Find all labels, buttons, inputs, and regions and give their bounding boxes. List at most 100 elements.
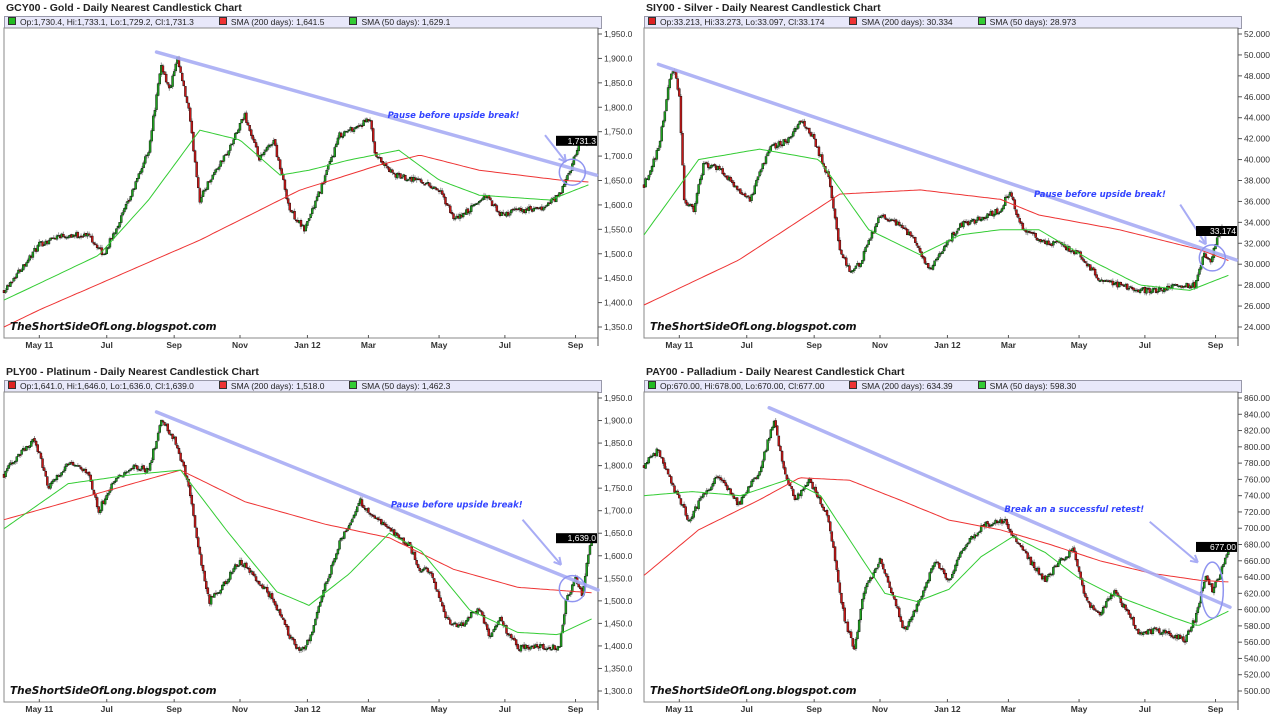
- candle: [1206, 256, 1209, 259]
- annotation-arrow: [1179, 204, 1207, 245]
- candle: [115, 477, 118, 482]
- candle: [652, 158, 655, 168]
- candle: [1084, 261, 1087, 264]
- candle: [232, 568, 235, 573]
- chart-title: SIY00 - Silver - Daily Nearest Candlesti…: [646, 2, 881, 14]
- candle: [280, 168, 283, 175]
- y-tick-label: 34.000: [1244, 217, 1270, 227]
- candle: [354, 511, 357, 516]
- candle: [751, 193, 755, 196]
- candle: [200, 196, 203, 203]
- candle: [808, 127, 811, 134]
- candle: [63, 466, 67, 471]
- candle: [1190, 626, 1193, 632]
- candle: [351, 127, 354, 132]
- candle: [415, 560, 418, 565]
- y-tick-label: 42.000: [1244, 134, 1270, 144]
- y-tick-label: 1,550.0: [604, 573, 633, 583]
- candle: [585, 562, 588, 577]
- candle: [20, 269, 23, 272]
- candle: [238, 123, 242, 131]
- x-tick-label: May: [1071, 340, 1088, 350]
- candle: [160, 419, 163, 426]
- candle: [729, 176, 732, 182]
- candle: [965, 544, 968, 547]
- candle: [290, 210, 293, 213]
- candle: [251, 571, 255, 575]
- y-tick-label: 1,750.0: [604, 483, 633, 493]
- candle: [739, 188, 742, 194]
- candle: [771, 426, 774, 431]
- candle: [644, 462, 647, 469]
- candle: [779, 445, 782, 452]
- candle: [89, 474, 92, 482]
- candle: [747, 486, 750, 493]
- candle: [660, 126, 663, 142]
- legend-swatch: [977, 381, 986, 389]
- candlestick-chart: 1,300.0 1,350.0 1,400.0 1,450.0 1,500.0 1,550…: [2, 391, 633, 714]
- candle: [569, 170, 572, 174]
- candle: [55, 475, 59, 480]
- candle: [315, 196, 319, 201]
- candle: [233, 133, 237, 140]
- candle: [800, 120, 803, 123]
- candle: [655, 150, 659, 160]
- candle: [955, 559, 959, 566]
- last-price-box: [556, 533, 597, 544]
- candle: [928, 572, 931, 582]
- candle: [87, 233, 91, 236]
- candle: [315, 612, 319, 619]
- candle: [997, 212, 1000, 215]
- candle: [702, 163, 705, 176]
- x-tick-label: Mar: [361, 340, 377, 350]
- y-tick-label: 1,800.0: [604, 102, 633, 112]
- candle: [428, 182, 431, 187]
- candle: [319, 601, 322, 607]
- candle: [535, 644, 539, 647]
- x-tick-label: Jul: [101, 704, 113, 714]
- candle: [682, 503, 686, 508]
- arrow-head-icon: [553, 561, 562, 566]
- candle: [314, 200, 317, 208]
- candle: [1095, 274, 1098, 279]
- candle: [288, 202, 291, 211]
- candle: [192, 503, 195, 516]
- candle: [225, 581, 229, 584]
- legend-swatch: [849, 17, 858, 25]
- candle: [761, 163, 765, 170]
- candle: [952, 232, 956, 236]
- candle: [282, 617, 285, 620]
- candle: [763, 451, 766, 461]
- x-tick-label: Sep: [806, 704, 822, 714]
- candle: [354, 127, 357, 130]
- candle: [1169, 632, 1172, 637]
- candle: [115, 228, 118, 234]
- candle: [726, 485, 729, 491]
- candle: [6, 468, 9, 472]
- candle: [1196, 274, 1200, 281]
- candle: [444, 611, 447, 618]
- candle: [865, 244, 869, 248]
- candle: [756, 176, 760, 181]
- y-tick-label: 1,850.0: [604, 438, 633, 448]
- legend-swatch: [977, 17, 986, 25]
- candle: [383, 522, 386, 526]
- candle: [137, 173, 141, 179]
- candle: [484, 622, 487, 625]
- candle: [336, 549, 340, 555]
- candle: [792, 131, 795, 137]
- legend-swatch: [349, 381, 358, 389]
- candles: [642, 418, 1230, 652]
- candle: [790, 136, 793, 138]
- candle: [248, 568, 251, 573]
- candle: [1215, 237, 1219, 246]
- candle: [819, 496, 822, 505]
- candle: [782, 139, 785, 146]
- candle: [829, 521, 832, 532]
- candle: [907, 621, 911, 627]
- y-tick-label: 1,400.0: [604, 641, 633, 651]
- candle: [362, 120, 365, 126]
- candle: [883, 569, 887, 574]
- candle: [923, 257, 927, 264]
- candle: [312, 625, 316, 633]
